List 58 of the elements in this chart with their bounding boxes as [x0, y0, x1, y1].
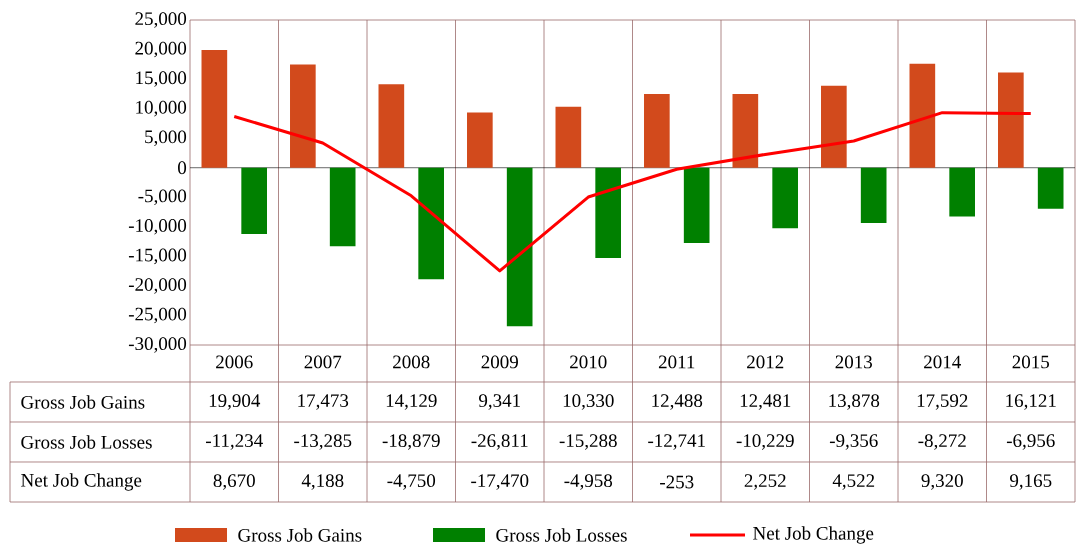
y-tick-label: 0	[178, 161, 187, 175]
y-tick-label: 20,000	[135, 41, 187, 58]
x-tick-label: 2007	[304, 355, 342, 369]
x-tick-label: 2006	[216, 355, 253, 369]
legend-label: Gross Job Losses	[496, 528, 627, 542]
data-label: 4,522	[832, 474, 875, 490]
x-tick-label: 2011	[658, 355, 695, 369]
text: Gross Job Losses	[21, 435, 152, 449]
y-tick-label: 15,000	[136, 71, 187, 87]
y-tick-label: 5,000	[145, 130, 187, 146]
text: Gross Job Gains	[21, 395, 145, 409]
x-tick-label: 2013	[835, 355, 873, 369]
y-tick-label: 10,000	[136, 100, 187, 117]
data-label: 16,121	[1006, 394, 1056, 410]
data-label: -17,470	[471, 474, 529, 490]
data-label: 19,904	[209, 394, 261, 410]
x-tick-label: 2009	[481, 355, 518, 369]
data-label: -9,356	[829, 434, 878, 450]
y-tick-label: -20,000	[128, 278, 187, 294]
data-label: 10,330	[563, 394, 614, 410]
x-tick-label: 2014	[924, 355, 961, 369]
y-tick-label: 25,000	[135, 12, 187, 28]
text: Net Job Change	[21, 473, 142, 491]
y-tick-label: -10,000	[128, 219, 187, 235]
data-label: 9,165	[1010, 474, 1052, 490]
data-label: 12,488	[652, 394, 703, 410]
legend-label: Net Job Change	[753, 526, 874, 544]
data-label: 13,878	[829, 394, 880, 410]
y-tick-label: -15,000	[128, 248, 187, 265]
data-label: 8,670	[213, 474, 255, 490]
data-label: 17,592	[917, 394, 968, 410]
data-label: -13,285	[294, 434, 352, 450]
data-label: -10,229	[736, 434, 794, 450]
data-label: -15,288	[559, 434, 617, 450]
data-label: -12,741	[648, 434, 705, 450]
data-label: 9,320	[921, 474, 963, 490]
x-tick-label: 2008	[393, 355, 430, 369]
data-label: -8,272	[918, 434, 966, 450]
y-tick-label: -25,000	[128, 307, 187, 324]
x-tick-label: 2010	[570, 355, 607, 369]
x-tick-label: 2015	[1012, 355, 1050, 369]
data-label: -253	[660, 475, 694, 489]
data-label: 14,129	[386, 394, 437, 410]
data-label: -6,956	[1006, 434, 1055, 450]
data-label: 9,341	[478, 394, 520, 410]
data-label: 12,481	[740, 394, 791, 410]
data-label: 4,188	[301, 474, 344, 490]
data-label: 17,473	[298, 394, 349, 410]
data-label: -11,234	[206, 434, 263, 450]
legend-label: Gross Job Gains	[238, 528, 362, 542]
y-tick-label: -5,000	[138, 189, 187, 206]
x-tick-label: 2012	[747, 355, 784, 369]
data-label: -4,958	[564, 474, 613, 490]
data-label: 2,252	[744, 474, 786, 490]
y-tick-label: -30,000	[128, 337, 187, 353]
data-label: -4,750	[387, 474, 436, 490]
data-label: -26,811	[471, 434, 528, 450]
data-label: -18,879	[382, 434, 440, 450]
